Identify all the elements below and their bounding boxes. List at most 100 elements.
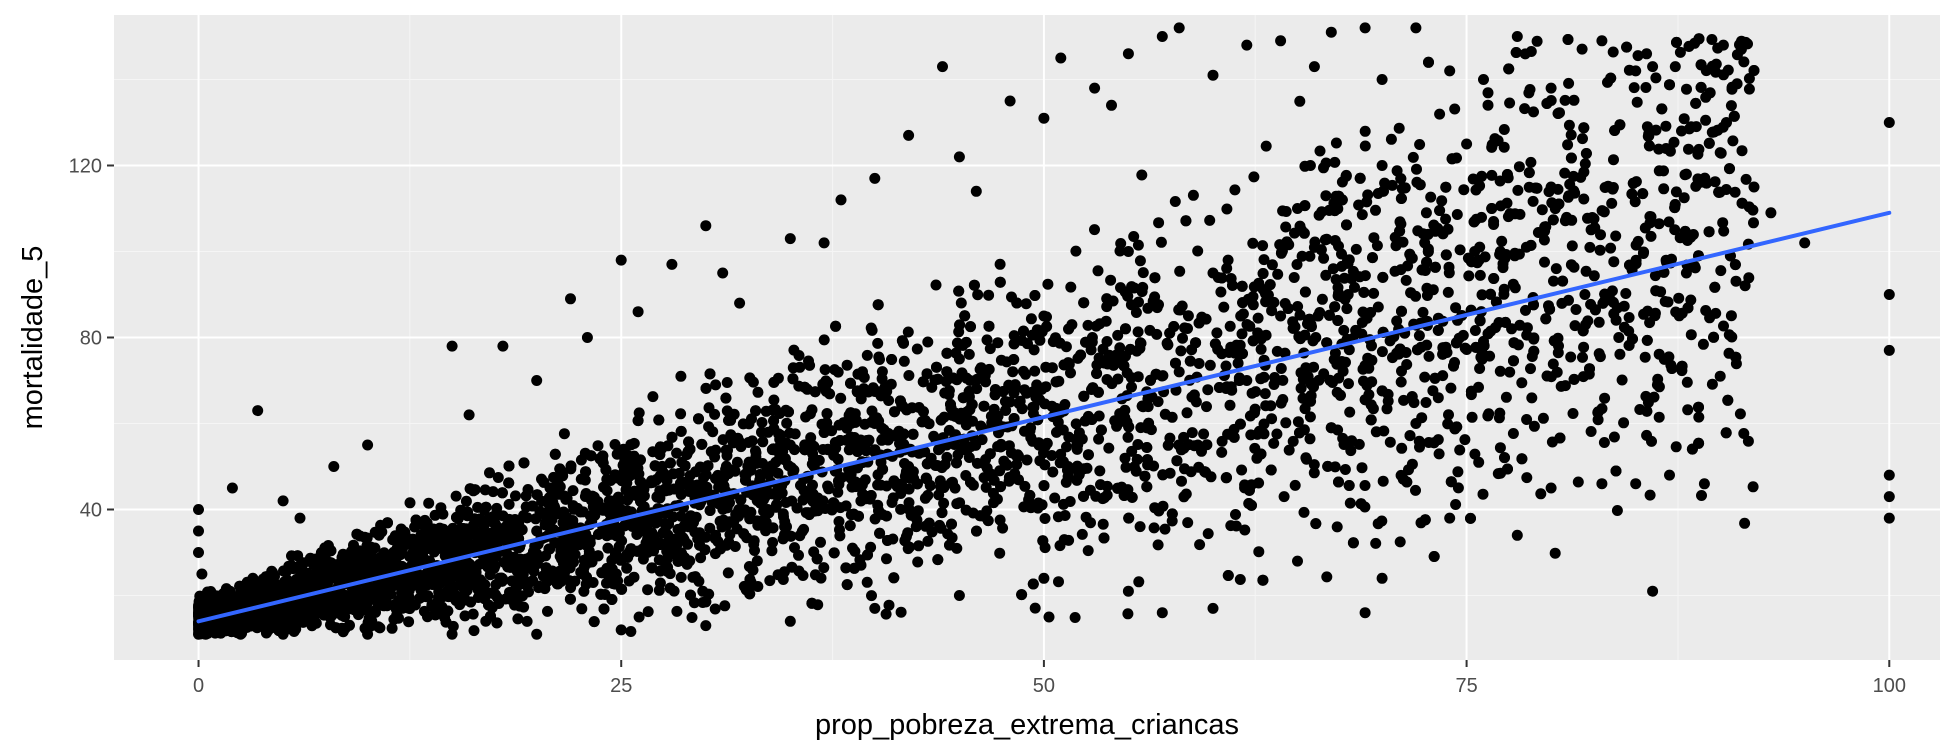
data-point — [1500, 391, 1512, 403]
data-point — [997, 522, 1009, 534]
data-point — [637, 553, 649, 565]
data-point — [1260, 140, 1272, 152]
data-point — [1097, 518, 1109, 530]
data-point — [1058, 498, 1069, 510]
data-point — [1275, 363, 1287, 374]
data-point — [1644, 489, 1656, 501]
data-point — [777, 574, 789, 585]
data-point — [1883, 491, 1895, 503]
data-point — [1470, 341, 1482, 353]
data-point — [1743, 83, 1755, 95]
data-point — [1017, 365, 1029, 377]
data-point — [1339, 293, 1351, 305]
data-point — [1476, 353, 1488, 365]
data-point — [1498, 141, 1510, 153]
data-point — [1513, 248, 1525, 260]
data-point — [1411, 163, 1422, 175]
data-point — [1178, 491, 1190, 503]
data-point — [634, 454, 646, 466]
data-point — [1514, 319, 1526, 331]
data-point — [1316, 293, 1328, 305]
data-point — [1728, 110, 1740, 122]
data-point — [1123, 421, 1135, 433]
data-point — [1182, 310, 1194, 322]
data-point — [1724, 163, 1735, 175]
data-point — [721, 377, 733, 388]
data-point — [1521, 472, 1533, 484]
data-point — [819, 364, 831, 376]
data-point — [1734, 408, 1746, 420]
data-point — [720, 444, 732, 456]
data-point — [1349, 269, 1361, 281]
data-point — [819, 382, 831, 394]
data-point — [1292, 555, 1303, 567]
data-point — [361, 540, 373, 552]
data-point — [1539, 256, 1550, 268]
data-point — [1653, 411, 1665, 423]
data-point — [1327, 263, 1339, 275]
data-point — [1162, 339, 1174, 351]
data-point — [496, 487, 508, 499]
data-point — [799, 381, 811, 393]
data-point — [1038, 112, 1050, 124]
data-point — [895, 606, 907, 618]
data-point — [1237, 308, 1249, 320]
data-point — [1492, 468, 1504, 480]
data-point — [1708, 126, 1720, 138]
data-point — [1422, 246, 1434, 258]
data-point — [784, 615, 796, 627]
data-point — [975, 420, 987, 432]
data-point — [1557, 275, 1569, 287]
data-point — [1690, 97, 1702, 109]
data-point — [1454, 444, 1466, 456]
data-point — [1531, 182, 1543, 194]
data-point — [1679, 225, 1691, 237]
data-point — [1055, 52, 1067, 64]
data-point — [1180, 215, 1192, 227]
data-point — [1294, 309, 1306, 321]
data-point — [1308, 467, 1320, 479]
data-point — [1123, 512, 1135, 524]
data-point — [808, 461, 820, 472]
data-point — [549, 448, 561, 460]
data-point — [880, 608, 892, 620]
data-point — [898, 355, 910, 367]
data-point — [830, 320, 842, 332]
data-point — [1128, 231, 1140, 242]
data-point — [1403, 464, 1414, 476]
data-point — [1190, 337, 1202, 349]
data-point — [1627, 177, 1639, 189]
data-point — [832, 366, 844, 378]
data-point — [1222, 570, 1234, 581]
data-point — [1606, 197, 1618, 209]
data-point — [1592, 406, 1604, 418]
data-point — [1468, 216, 1480, 228]
data-point — [1458, 184, 1470, 196]
data-point — [498, 556, 510, 568]
data-point — [1260, 400, 1272, 412]
data-point — [841, 359, 853, 371]
data-point — [883, 599, 895, 611]
data-point — [1283, 444, 1295, 456]
data-point — [781, 417, 793, 429]
data-point — [1445, 382, 1457, 394]
data-point — [954, 319, 966, 331]
data-point — [1663, 216, 1675, 228]
data-point — [744, 588, 756, 600]
data-point — [866, 590, 877, 602]
data-point — [1059, 510, 1071, 521]
data-point — [1404, 430, 1416, 442]
data-point — [1257, 240, 1269, 252]
data-point — [1331, 521, 1343, 533]
data-point — [982, 515, 994, 527]
data-point — [1559, 380, 1571, 392]
data-point — [633, 611, 645, 623]
data-point — [1215, 286, 1227, 298]
data-point — [968, 279, 980, 291]
data-point — [362, 439, 374, 451]
data-point — [1451, 209, 1463, 220]
data-point — [835, 194, 847, 206]
data-point — [1159, 408, 1171, 420]
data-point — [1070, 245, 1082, 257]
